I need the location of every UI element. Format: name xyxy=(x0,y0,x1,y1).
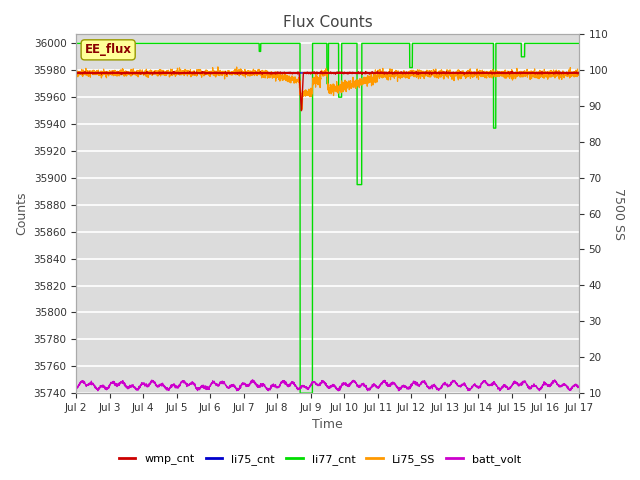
Y-axis label: Counts: Counts xyxy=(15,192,28,235)
Y-axis label: 7500 SS: 7500 SS xyxy=(612,188,625,240)
Text: EE_flux: EE_flux xyxy=(84,43,132,56)
Title: Flux Counts: Flux Counts xyxy=(283,15,372,30)
Legend: wmp_cnt, li75_cnt, li77_cnt, Li75_SS, batt_volt: wmp_cnt, li75_cnt, li77_cnt, Li75_SS, ba… xyxy=(115,450,525,469)
X-axis label: Time: Time xyxy=(312,419,343,432)
